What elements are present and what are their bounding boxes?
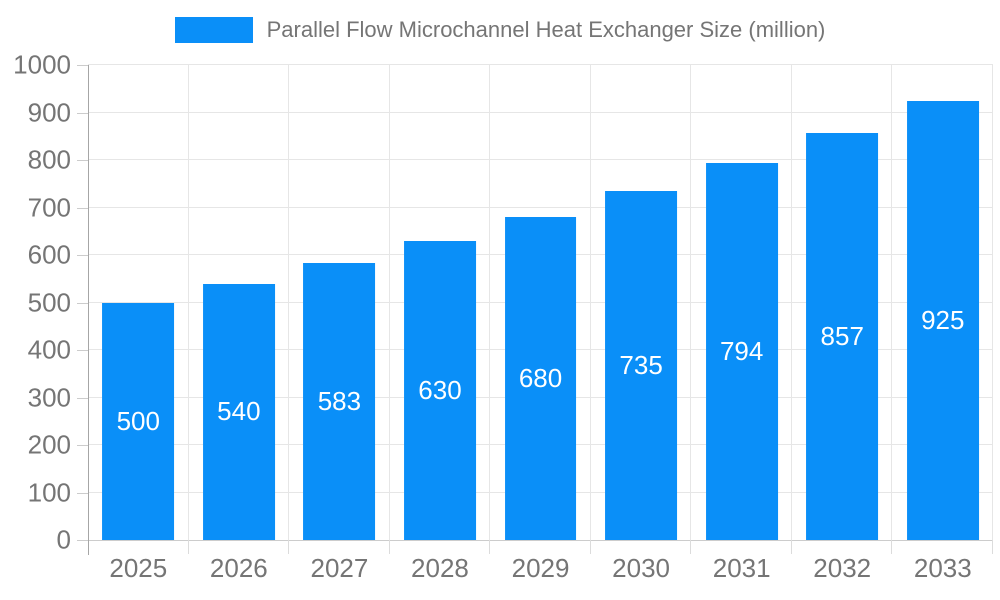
y-axis-tick-label: 200 — [27, 429, 71, 460]
bar: 540 — [202, 283, 275, 540]
gridline-vertical — [489, 65, 491, 540]
gridline-vertical — [589, 65, 591, 540]
legend-swatch-icon — [174, 17, 253, 43]
y-axis-tick — [77, 160, 88, 161]
gridline-horizontal — [88, 111, 993, 113]
y-axis-tick-label: 400 — [27, 334, 71, 365]
bar-slot: 680 — [490, 65, 591, 540]
x-axis-tick-label: 2033 — [913, 553, 972, 583]
y-axis-tick — [77, 492, 88, 494]
bar: 857 — [806, 132, 879, 540]
x-axis-labels: 2025 2026 2027 2028 2029 2030 2031 2032 2033 — [88, 553, 993, 584]
y-axis-tick — [77, 112, 88, 114]
y-axis-tick — [77, 445, 88, 446]
y-axis-tick — [77, 65, 88, 66]
x-axis-tick — [589, 540, 591, 554]
bar-slot: 857 — [792, 65, 893, 540]
bar-slot: 500 — [88, 65, 189, 540]
gridline-horizontal — [88, 206, 993, 208]
bar-value-label: 857 — [820, 320, 864, 351]
x-axis-tick — [992, 540, 993, 554]
y-axis-labels: 0 100 200 300 400 500 600 700 800 900 1000 — [0, 50, 71, 555]
x-axis-tick — [187, 540, 189, 554]
bar: 735 — [605, 190, 678, 540]
x-axis-tick-label: 2025 — [109, 553, 168, 583]
x-axis-tick-label: 2026 — [209, 553, 268, 583]
y-axis-tick — [77, 207, 88, 209]
x-axis-tick-label: 2030 — [612, 553, 671, 583]
bars-container: 500 540 583 630 680 735 794 857 925 — [88, 65, 993, 540]
y-axis-tick-label: 0 — [56, 524, 71, 555]
bar-value-label: 540 — [217, 396, 261, 427]
bar-slot: 925 — [893, 65, 994, 540]
y-axis-tick-label: 500 — [27, 287, 71, 317]
y-axis-tick — [77, 540, 88, 541]
bar-slot: 540 — [189, 65, 290, 540]
bar-slot: 794 — [691, 65, 792, 540]
x-axis-tick-label: 2032 — [813, 553, 872, 583]
x-axis-tick — [690, 540, 692, 554]
x-axis-tick — [489, 540, 491, 554]
y-axis-tick — [77, 350, 88, 351]
x-axis-tick — [790, 540, 792, 554]
gridline-horizontal — [88, 540, 993, 541]
y-axis-tick-label: 100 — [27, 477, 71, 507]
gridline-horizontal — [88, 159, 993, 160]
gridline-vertical — [288, 65, 290, 540]
y-axis-line — [88, 65, 89, 555]
bar: 680 — [504, 217, 577, 540]
gridline-vertical — [690, 65, 692, 540]
bar-value-label: 583 — [317, 386, 362, 417]
plot-area: 500 540 583 630 680 735 794 857 925 — [88, 64, 993, 541]
y-axis-tick-label: 900 — [27, 97, 71, 127]
y-axis-tick-label: 800 — [27, 144, 71, 175]
y-axis-tick — [77, 302, 88, 304]
bar-value-label: 500 — [116, 405, 160, 436]
bar-slot: 630 — [390, 65, 491, 540]
gridline-vertical — [790, 65, 792, 540]
gridline-vertical — [992, 65, 993, 540]
legend-label: Parallel Flow Microchannel Heat Exchange… — [266, 17, 826, 42]
x-axis-tick-label: 2031 — [712, 553, 771, 583]
x-axis-tick-label: 2027 — [310, 553, 369, 583]
gridline-vertical — [388, 65, 390, 540]
bar: 630 — [404, 240, 476, 540]
y-axis-tick — [77, 255, 88, 256]
x-axis-tick — [891, 540, 893, 554]
legend: Parallel Flow Microchannel Heat Exchange… — [0, 14, 1000, 46]
bar-value-label: 630 — [418, 374, 462, 405]
bar-value-label: 925 — [921, 304, 965, 335]
x-axis-tick — [288, 540, 290, 554]
bar: 583 — [303, 263, 376, 540]
y-axis-tick-label: 700 — [27, 192, 71, 222]
bar-slot: 583 — [289, 65, 390, 540]
y-axis-tick-label: 600 — [27, 239, 71, 270]
x-axis-tick — [388, 540, 390, 554]
bar-value-label: 680 — [518, 363, 563, 393]
bar: 925 — [906, 100, 979, 540]
bar-value-label: 735 — [619, 349, 663, 380]
x-axis-tick-label: 2029 — [511, 553, 570, 583]
y-axis-tick-label: 1000 — [13, 49, 71, 80]
gridline-horizontal — [88, 64, 993, 65]
y-axis-tick-label: 300 — [27, 382, 71, 412]
bar-value-label: 794 — [719, 335, 764, 366]
gridline-vertical — [891, 65, 893, 540]
bar: 794 — [705, 162, 778, 540]
x-axis-tick-label: 2028 — [411, 553, 469, 583]
y-axis-tick — [77, 397, 88, 399]
gridline-vertical — [187, 65, 189, 540]
bar-slot: 735 — [591, 65, 692, 540]
bar: 500 — [102, 302, 175, 540]
